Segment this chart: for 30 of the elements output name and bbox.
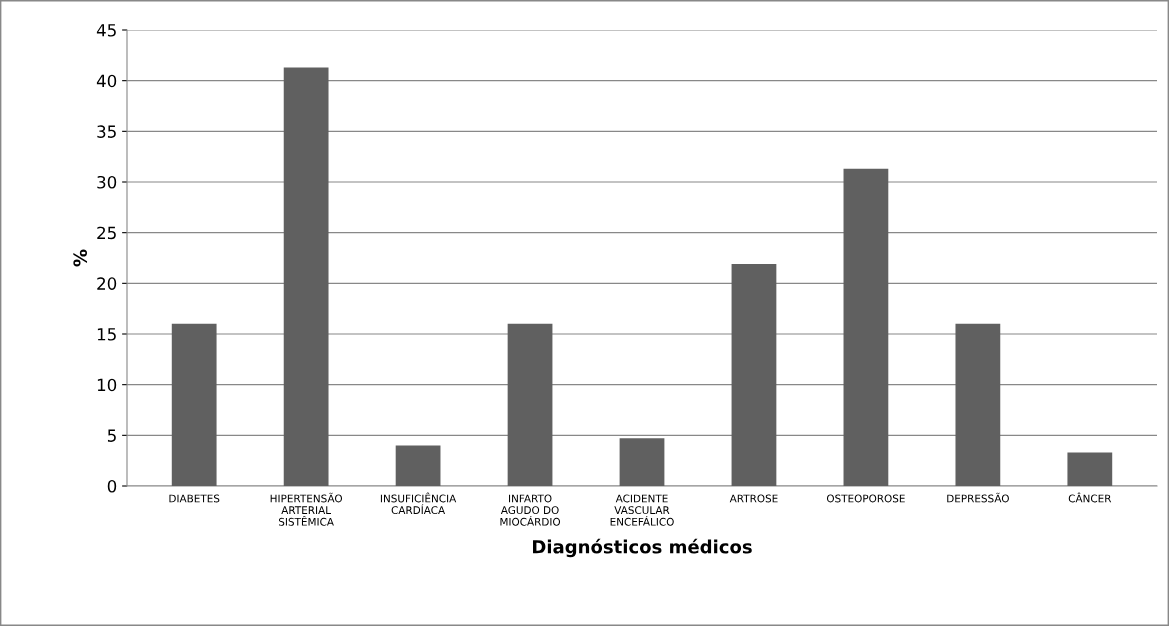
bar	[1067, 452, 1113, 486]
bar	[731, 264, 777, 486]
bar	[395, 445, 441, 486]
y-tick-label: 5	[107, 429, 116, 442]
x-tick-label: ACIDENTE VASCULAR ENCEFÁLICO	[610, 494, 674, 526]
y-tick-label: 35	[97, 125, 116, 138]
x-axis-title: Diagnósticos médicos	[533, 538, 752, 558]
x-tick-label: DIABETES	[169, 494, 220, 503]
y-axis-title: %	[73, 249, 88, 267]
x-tick-label: OSTEOPOROSE	[826, 494, 905, 503]
bar	[283, 67, 329, 486]
x-tick-label: INFARTO AGUDO DO MIOCÁRDIO	[500, 494, 561, 526]
y-tick-label: 45	[96, 24, 116, 37]
y-tick-label: 10	[97, 378, 117, 392]
bar	[171, 323, 217, 486]
x-tick-label: DEPRESSÃO	[947, 492, 1009, 503]
y-tick-label: 40	[96, 74, 117, 88]
y-tick-label: 25	[97, 226, 116, 240]
bar	[955, 323, 1001, 486]
x-tick-label: CÂNCER	[1068, 492, 1112, 503]
y-tick-label: 0	[107, 479, 117, 493]
x-tick-label: ARTROSE	[729, 494, 778, 503]
x-tick-label: INSUFICIÊNCIA CARDÍACA	[380, 492, 457, 515]
y-tick-label: 20	[97, 277, 117, 290]
x-tick-label: HIPERTENSÃO ARTERIAL SISTÊMICA	[270, 492, 343, 526]
bar	[507, 323, 553, 486]
y-tick-label: 30	[97, 175, 117, 189]
bar	[843, 168, 889, 486]
y-tick-label: 15	[97, 328, 116, 341]
bar	[619, 438, 665, 486]
